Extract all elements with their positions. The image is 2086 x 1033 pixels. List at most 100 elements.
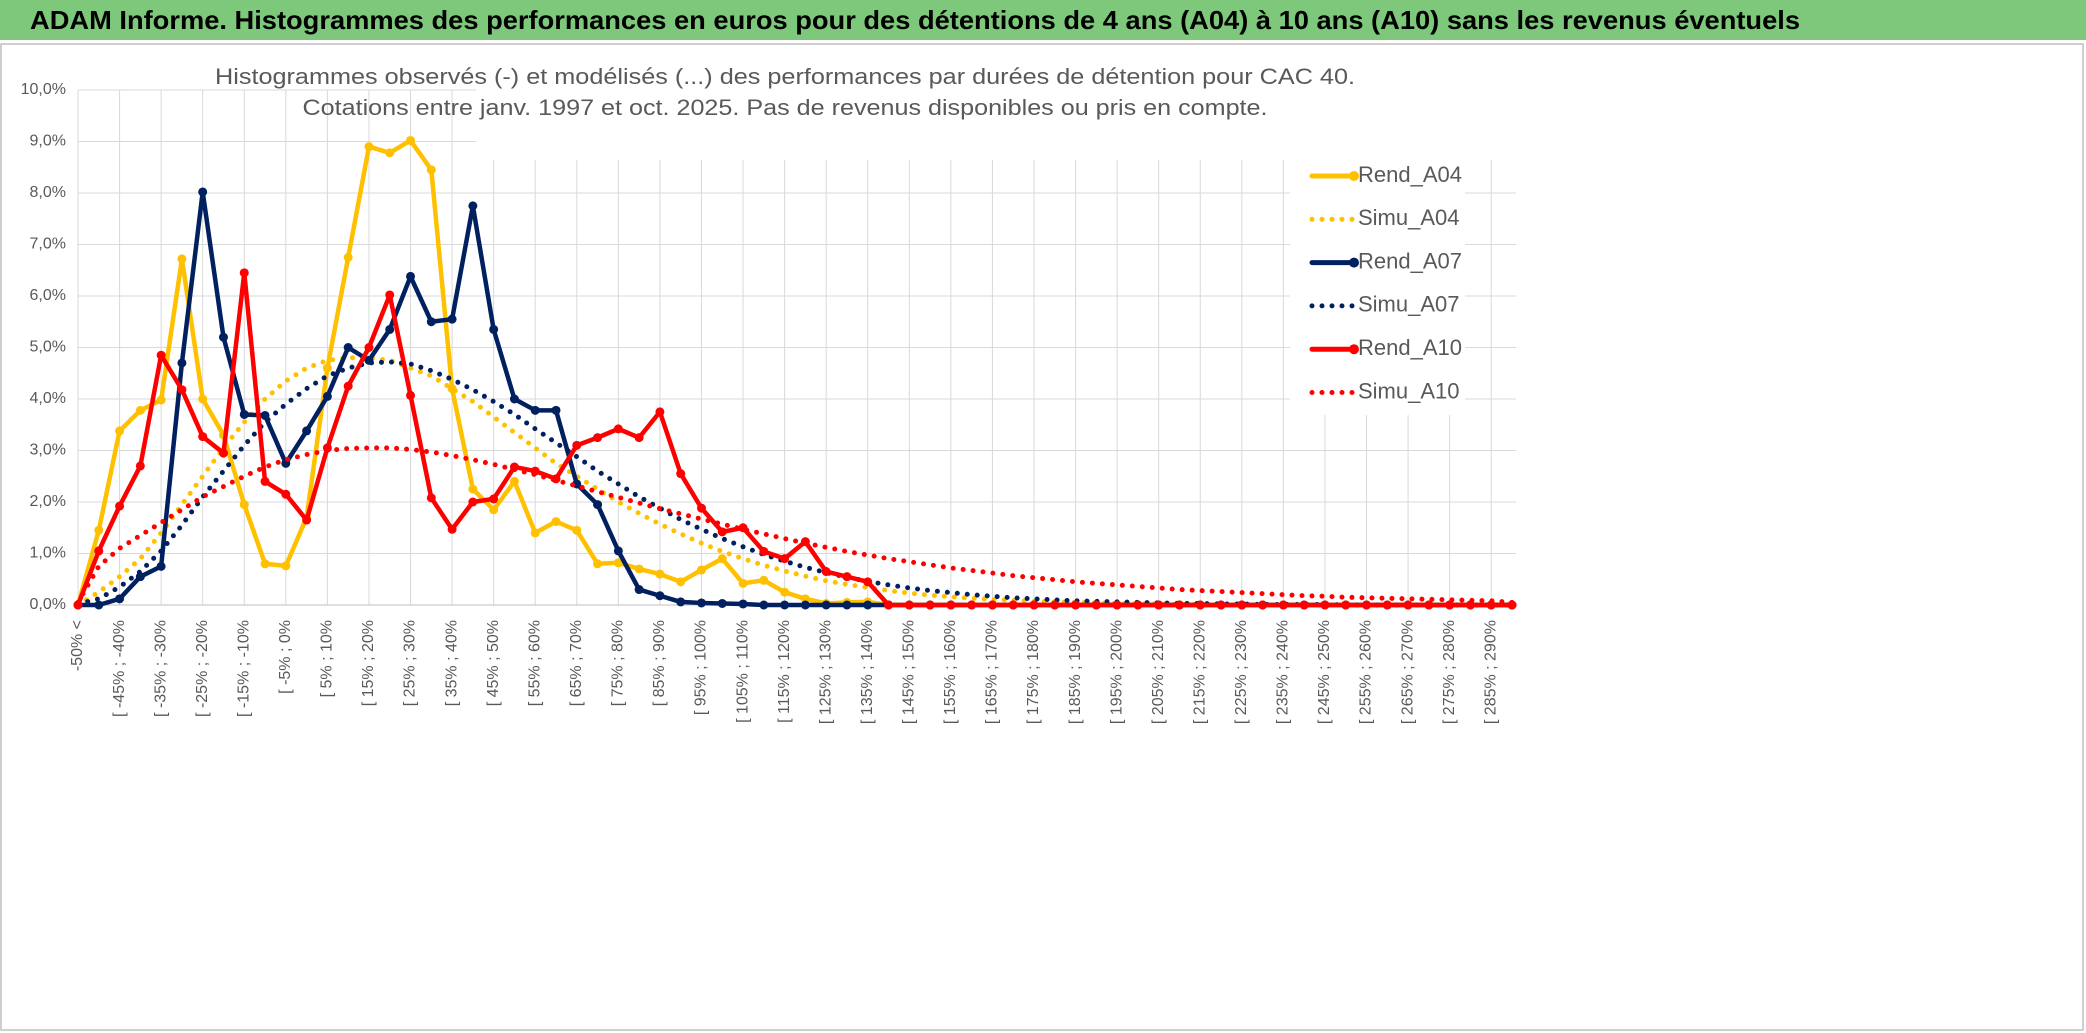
data-point [759,575,769,585]
x-tick-label: [ 205% ; 210% [1150,620,1167,724]
data-point [1216,600,1226,610]
data-point [260,559,270,569]
data-point [94,600,104,610]
data-point [842,572,852,582]
data-point [135,461,145,471]
data-point [717,554,727,564]
data-point [1008,600,1018,610]
data-point [759,600,769,610]
data-point [198,432,208,442]
y-tick-label: 10,0% [21,81,66,98]
data-point [613,424,623,434]
x-tick-label: [ 65% ; 70% [568,620,585,706]
data-point [239,268,249,278]
data-point [613,546,623,556]
data-point [94,546,104,556]
legend-label: Simu_A04 [1358,205,1460,230]
legend-label: Rend_A10 [1358,335,1462,360]
data-point [676,597,686,607]
y-tick-label: 5,0% [30,339,66,356]
data-point [717,527,727,537]
x-tick-label: [ 195% ; 200% [1108,620,1125,724]
data-point [468,201,478,211]
data-point [1050,600,1060,610]
data-point [780,554,790,564]
data-point [1341,600,1351,610]
legend-marker [1349,344,1359,355]
legend-label: Simu_A07 [1358,292,1460,317]
data-point [1382,600,1392,610]
data-point [115,426,125,436]
data-point [406,135,416,145]
data-point [904,600,914,610]
legend-label: Rend_A07 [1358,248,1462,273]
x-tick-label: [ 115% ; 120% [776,620,793,723]
data-point [593,433,603,443]
data-point [738,599,748,609]
data-point [863,600,873,610]
data-point [239,500,249,510]
data-point [634,564,644,574]
data-point [696,598,706,608]
data-point [1299,600,1309,610]
x-tick-label: [ 75% ; 80% [610,620,627,706]
y-tick-label: 2,0% [30,493,66,510]
y-tick-label: 6,0% [30,287,66,304]
y-tick-label: 0,0% [30,596,66,613]
data-point [177,254,187,264]
data-point [322,363,332,373]
y-tick-label: 8,0% [30,184,66,201]
data-point [447,524,457,534]
data-point [343,381,353,391]
data-point [572,525,582,535]
data-point [593,500,603,510]
data-point [156,561,166,571]
x-tick-label: [ 15% ; 20% [360,620,377,706]
data-point [1195,600,1205,610]
data-point [572,440,582,450]
chart-frame [0,43,2084,1031]
data-point [198,187,208,197]
data-point [281,489,291,499]
x-tick-label: [ 85% ; 90% [651,620,668,706]
data-point [468,484,478,494]
data-point [322,391,332,401]
y-tick-label: 7,0% [30,236,66,253]
data-point [946,600,956,610]
data-point [655,569,665,579]
data-point [530,528,540,538]
data-point [468,497,478,507]
data-point [1424,600,1434,610]
data-point [842,600,852,610]
x-tick-label: [ 275% ; 280% [1441,620,1458,724]
data-point [489,494,499,504]
data-point [655,591,665,601]
x-tick-label: [ 155% ; 160% [942,620,959,724]
series-line [75,445,1515,605]
data-point [613,558,623,568]
x-tick-label: [ 135% ; 140% [859,620,876,724]
x-tick-label: [ -15% ; -10% [235,620,252,717]
data-point [509,476,519,486]
data-point [800,600,810,610]
data-point [198,394,208,404]
data-point [115,594,125,604]
x-tick-label: [ 125% ; 130% [817,620,834,724]
data-point [551,517,561,527]
data-point [1112,600,1122,610]
x-tick-label: [ 95% ; 100% [693,620,710,715]
data-point [302,515,312,525]
data-point [156,395,166,405]
data-point [738,578,748,588]
data-point [218,332,228,342]
legend-marker [1349,171,1359,181]
data-point [821,600,831,610]
data-point [239,409,249,419]
data-point [1133,600,1143,610]
legend-label: Rend_A04 [1358,162,1462,187]
data-point [509,394,519,404]
data-point [987,600,997,610]
data-point [489,505,499,515]
data-point [800,594,810,604]
series-line [75,270,1515,608]
